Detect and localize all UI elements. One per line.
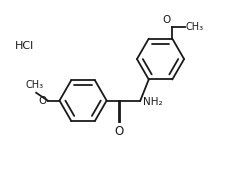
Text: O: O (162, 15, 171, 25)
Text: CH₃: CH₃ (26, 80, 44, 90)
Text: NH₂: NH₂ (143, 97, 163, 107)
Text: HCl: HCl (15, 41, 34, 51)
Text: CH₃: CH₃ (186, 22, 204, 32)
Text: O: O (115, 125, 124, 138)
Text: O: O (38, 96, 46, 106)
